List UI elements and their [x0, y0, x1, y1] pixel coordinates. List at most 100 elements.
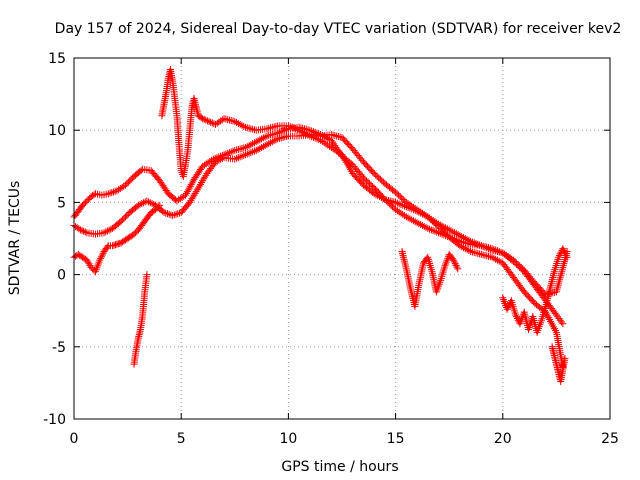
data-point [234, 154, 242, 162]
data-point [415, 208, 423, 216]
data-point [172, 210, 180, 218]
data-point [243, 150, 251, 158]
data-point [200, 161, 208, 169]
data-point [506, 254, 514, 262]
x-tick-label: 0 [70, 431, 79, 447]
data-point [404, 203, 412, 211]
data-point [433, 228, 441, 236]
data-point [377, 194, 385, 202]
data-point [275, 128, 283, 136]
data-point [322, 140, 330, 148]
data-point [465, 247, 473, 255]
data-point [143, 197, 151, 205]
data-point [418, 222, 426, 230]
data-point [127, 175, 135, 183]
series-track-f [398, 247, 462, 310]
data-point [83, 197, 91, 205]
x-tick-label: 20 [494, 431, 512, 447]
data-point [240, 122, 248, 130]
data-point [492, 255, 500, 263]
data-point [187, 181, 195, 189]
data-point [502, 251, 510, 259]
data-point [372, 191, 380, 199]
data-point [80, 200, 88, 208]
data-point [417, 221, 425, 229]
data-point [227, 148, 235, 156]
data-point [452, 230, 460, 238]
data-point [318, 138, 326, 146]
data-point [516, 262, 524, 270]
data-point [399, 201, 407, 209]
data-point [505, 302, 513, 310]
data-point [486, 245, 494, 253]
data-point [512, 311, 520, 319]
data-point [202, 160, 210, 168]
data-point [213, 157, 221, 165]
data-point [256, 136, 264, 144]
data-point [103, 227, 111, 235]
data-point [395, 208, 403, 216]
data-point [174, 210, 182, 218]
data-point [134, 201, 142, 209]
data-point [250, 139, 258, 147]
data-point [375, 174, 383, 182]
data-point [198, 179, 206, 187]
data-point [431, 220, 439, 228]
data-point [409, 217, 417, 225]
data-point [148, 200, 156, 208]
data-point [126, 177, 134, 185]
data-point [369, 168, 377, 176]
data-point [279, 127, 287, 135]
data-point [325, 142, 333, 150]
data-point [272, 136, 280, 144]
data-point [169, 211, 177, 219]
data-point [190, 191, 198, 199]
data-point [454, 231, 462, 239]
data-point [397, 201, 405, 209]
data-point [495, 257, 503, 265]
data-point [265, 140, 273, 148]
data-point [163, 210, 171, 218]
data-point [306, 132, 314, 140]
data-point [277, 128, 285, 136]
data-point [490, 254, 498, 262]
data-point [483, 244, 491, 252]
data-point [561, 248, 569, 256]
data-point [447, 227, 455, 235]
data-point [468, 238, 476, 246]
data-point [245, 142, 253, 150]
data-point [562, 252, 570, 260]
data-point [131, 229, 139, 237]
data-point [555, 253, 563, 261]
data-point [79, 201, 87, 209]
data-point [398, 194, 406, 202]
data-point [200, 175, 208, 183]
data-point [145, 198, 153, 206]
data-point [89, 265, 97, 273]
y-axis-label: SDTVAR / TECUs [7, 181, 23, 296]
data-point [261, 133, 269, 141]
data-point [439, 227, 447, 235]
data-point [563, 253, 571, 261]
data-point [442, 230, 450, 238]
data-point [292, 125, 300, 133]
data-point [231, 155, 239, 163]
data-point [459, 234, 467, 242]
data-point [428, 217, 436, 225]
data-point [451, 260, 459, 268]
data-point [243, 143, 251, 151]
data-point [186, 182, 194, 190]
data-point [399, 210, 407, 218]
data-point [477, 242, 485, 250]
data-point [78, 227, 86, 235]
data-point [481, 243, 489, 251]
data-point [372, 171, 380, 179]
series-track-b [70, 131, 571, 299]
data-point [284, 122, 292, 130]
data-point [309, 133, 317, 141]
data-point [153, 204, 161, 212]
data-point [454, 265, 462, 273]
data-point [501, 250, 509, 258]
data-point [476, 241, 484, 249]
